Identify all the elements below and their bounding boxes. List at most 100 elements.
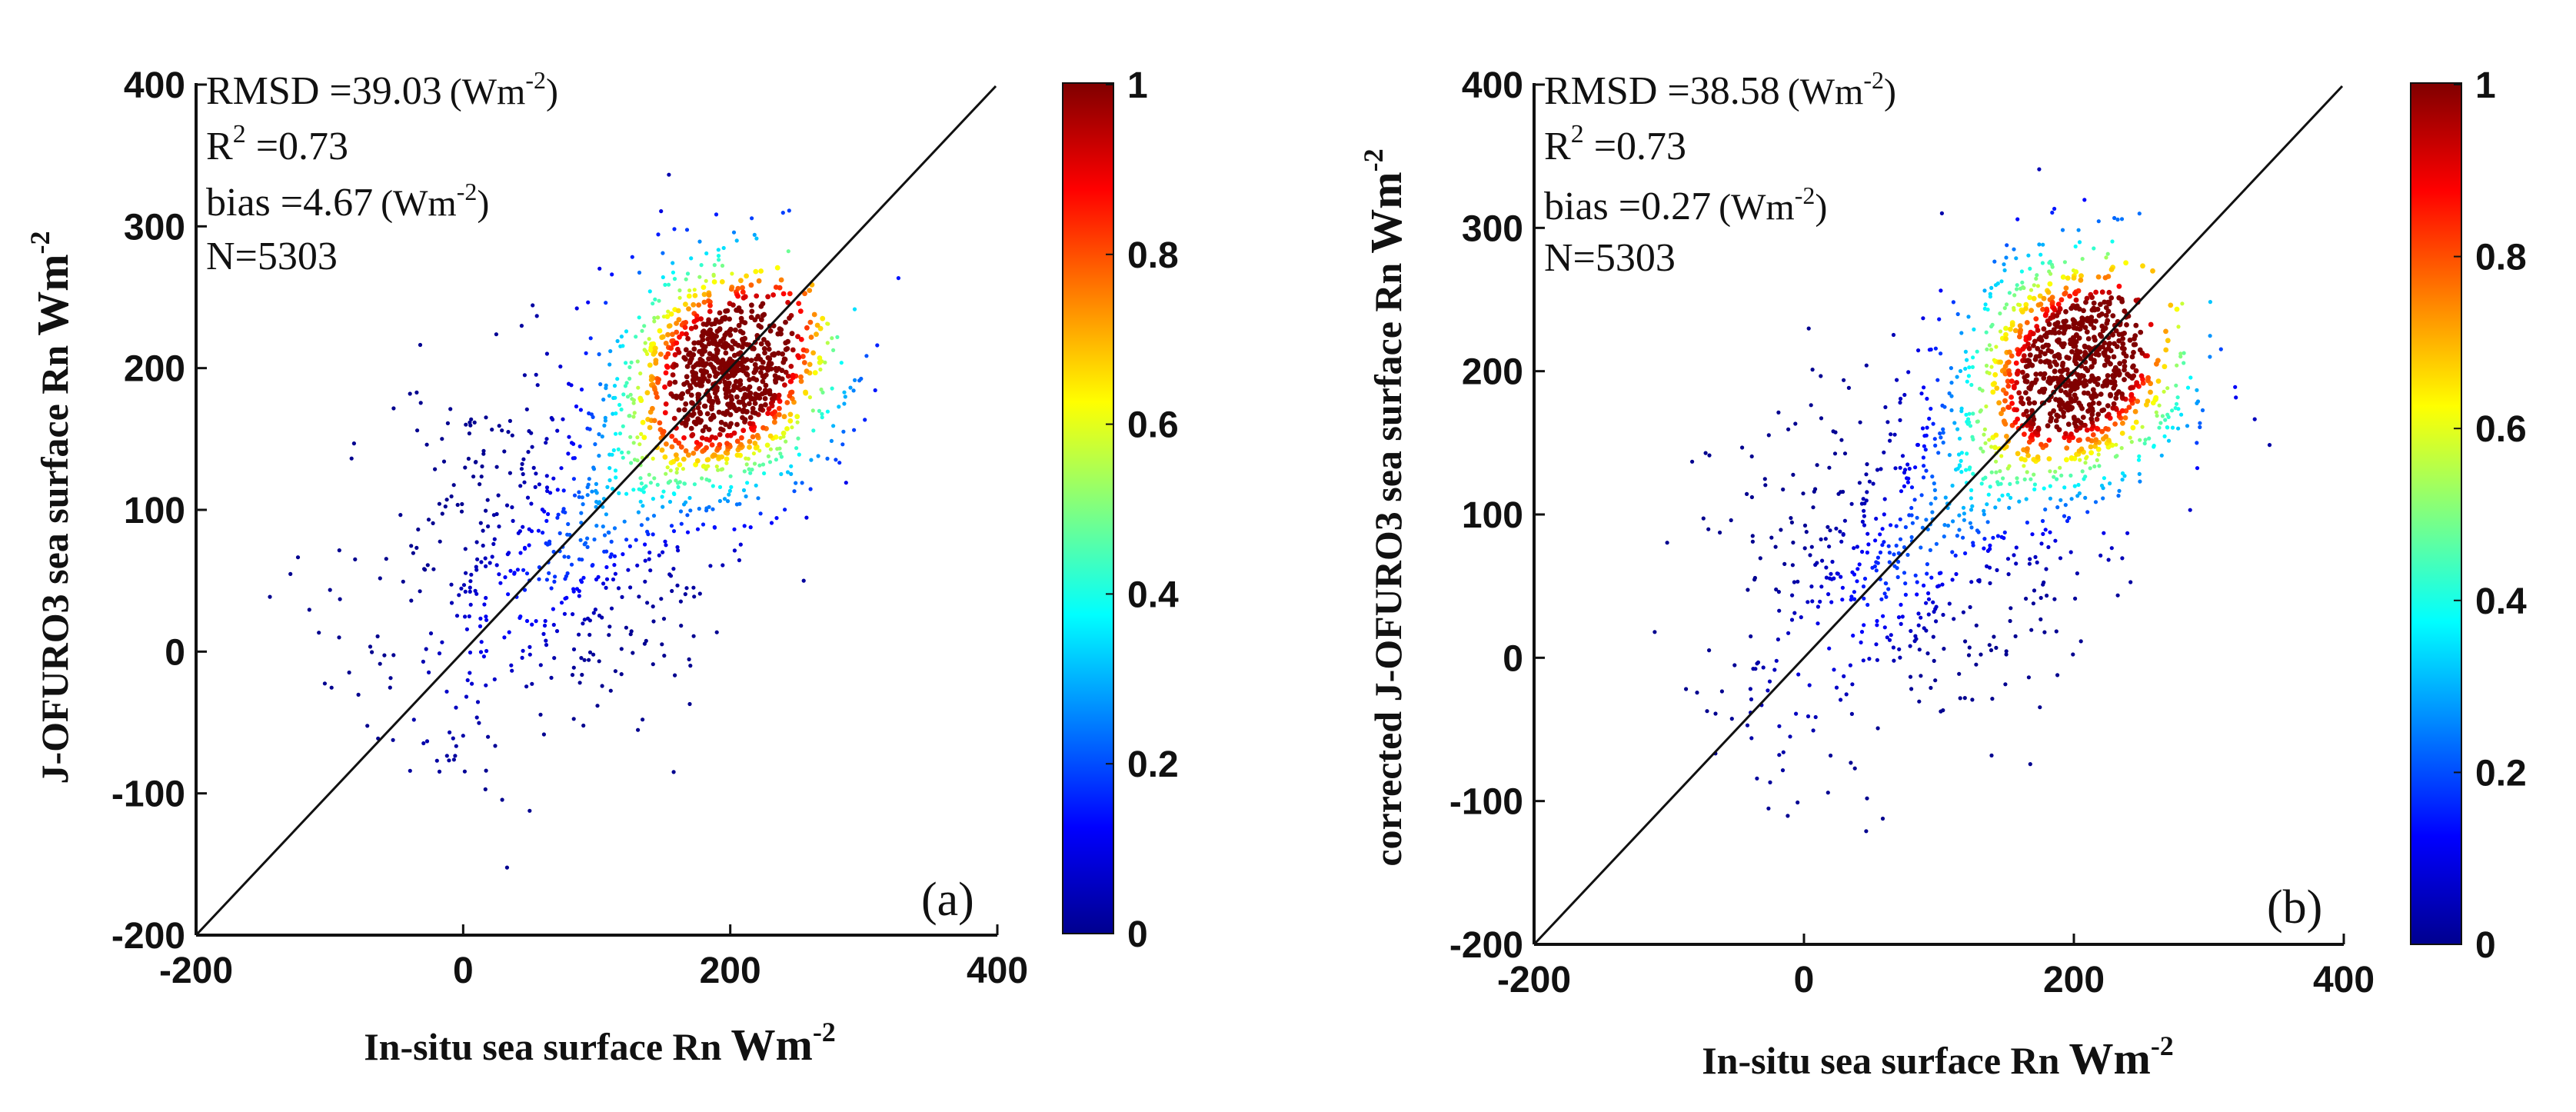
scatter-point — [503, 575, 508, 580]
scatter-point — [1809, 584, 1814, 589]
scatter-point — [1908, 644, 1912, 648]
scatter-point — [731, 302, 736, 308]
scatter-point — [508, 418, 513, 424]
scatter-point — [2047, 281, 2053, 287]
scatter-point — [632, 411, 637, 415]
scatter-point — [693, 421, 699, 427]
scatter-point — [2009, 378, 2015, 385]
scatter-point — [329, 685, 334, 690]
scatter-point — [448, 730, 452, 735]
scatter-point — [408, 768, 412, 773]
scatter-point — [1989, 444, 1994, 449]
scatter-point — [1975, 419, 1980, 424]
scatter-point — [2103, 426, 2109, 431]
scatter-point — [2108, 295, 2115, 301]
scatter-point — [349, 456, 354, 461]
scatter-point — [797, 308, 804, 315]
scatter-point — [2163, 347, 2169, 353]
scatter-point — [2155, 414, 2159, 418]
scatter-point — [1776, 410, 1781, 415]
scatter-point — [2046, 456, 2052, 461]
scatter-point — [600, 684, 604, 688]
scatter-point — [1922, 464, 1926, 468]
scatter-point — [1925, 396, 1929, 401]
scatter-point — [1882, 591, 1887, 596]
scatter-point — [748, 471, 753, 475]
scatter-point — [2033, 554, 2038, 560]
scatter-point — [668, 311, 674, 317]
scatter-point — [1984, 363, 1989, 368]
scatter-point — [734, 502, 740, 507]
scatter-point — [766, 346, 772, 352]
scatter-point — [663, 539, 667, 544]
x-tick-label: 200 — [2043, 960, 2105, 1000]
scatter-point — [825, 341, 830, 345]
scatter-point — [2122, 363, 2128, 369]
scatter-point — [780, 291, 787, 297]
scatter-point — [2208, 334, 2212, 338]
scatter-point — [2009, 395, 2015, 400]
scatter-point — [622, 519, 627, 524]
scatter-point — [1840, 585, 1845, 590]
scatter-point — [747, 438, 753, 444]
scatter-point — [1809, 544, 1814, 549]
scatter-point — [2178, 351, 2183, 356]
scatter-point — [1807, 683, 1812, 688]
scatter-point — [522, 373, 528, 378]
scatter-point — [2028, 762, 2032, 767]
scatter-point — [1888, 438, 1892, 443]
scatter-point — [467, 614, 471, 619]
scatter-point — [679, 624, 684, 628]
scatter-point — [2072, 484, 2077, 488]
scatter-point — [752, 410, 758, 416]
scatter-point — [1893, 466, 1898, 471]
scatter-point — [1796, 800, 1800, 805]
scatter-point — [524, 571, 530, 576]
scatter-point — [578, 538, 583, 542]
scatter-point — [544, 351, 550, 356]
scatter-point — [1992, 371, 1999, 378]
y-tick-label: 400 — [124, 65, 185, 106]
scatter-point — [2055, 673, 2060, 678]
scatter-point — [2025, 341, 2031, 347]
scatter-point — [2095, 274, 2102, 280]
scatter-point — [698, 316, 704, 322]
scatter-point — [681, 435, 687, 441]
scatter-point — [594, 491, 599, 495]
scatter-point — [2032, 283, 2036, 288]
scatter-point — [2122, 377, 2127, 382]
scatter-point — [1750, 534, 1755, 538]
scatter-point — [659, 597, 664, 601]
scatter-point — [1929, 575, 1934, 580]
scatter-point — [2015, 217, 2020, 221]
scatter-point — [1875, 618, 1879, 624]
panel-b-x-title: In-situ sea surface Rn Wm-2 — [1702, 1030, 2174, 1084]
scatter-point — [2174, 401, 2179, 406]
scatter-point — [863, 418, 867, 422]
scatter-point — [483, 787, 488, 791]
panel-a-x-ticks: -200 0 200 400 — [159, 924, 1028, 991]
scatter-point — [783, 508, 787, 512]
scatter-point — [2085, 318, 2092, 324]
scatter-point — [627, 544, 633, 549]
scatter-point — [672, 351, 678, 358]
scatter-point — [597, 659, 601, 664]
scatter-point — [767, 356, 773, 361]
scatter-point — [1988, 547, 1992, 551]
scatter-point — [2105, 318, 2111, 324]
scatter-point — [1932, 488, 1937, 493]
scatter-point — [1992, 634, 1996, 639]
scatter-point — [651, 301, 655, 306]
scatter-point — [1903, 581, 1908, 586]
scatter-point — [528, 808, 532, 813]
scatter-point — [1982, 427, 1987, 432]
scatter-point — [875, 343, 880, 348]
scatter-point — [628, 392, 633, 397]
scatter-point — [1896, 559, 1901, 564]
scatter-point — [2114, 442, 2118, 447]
scatter-point — [1842, 518, 1847, 523]
scatter-point — [1988, 581, 1992, 586]
scatter-point — [2084, 329, 2090, 335]
scatter-point — [2128, 397, 2134, 403]
